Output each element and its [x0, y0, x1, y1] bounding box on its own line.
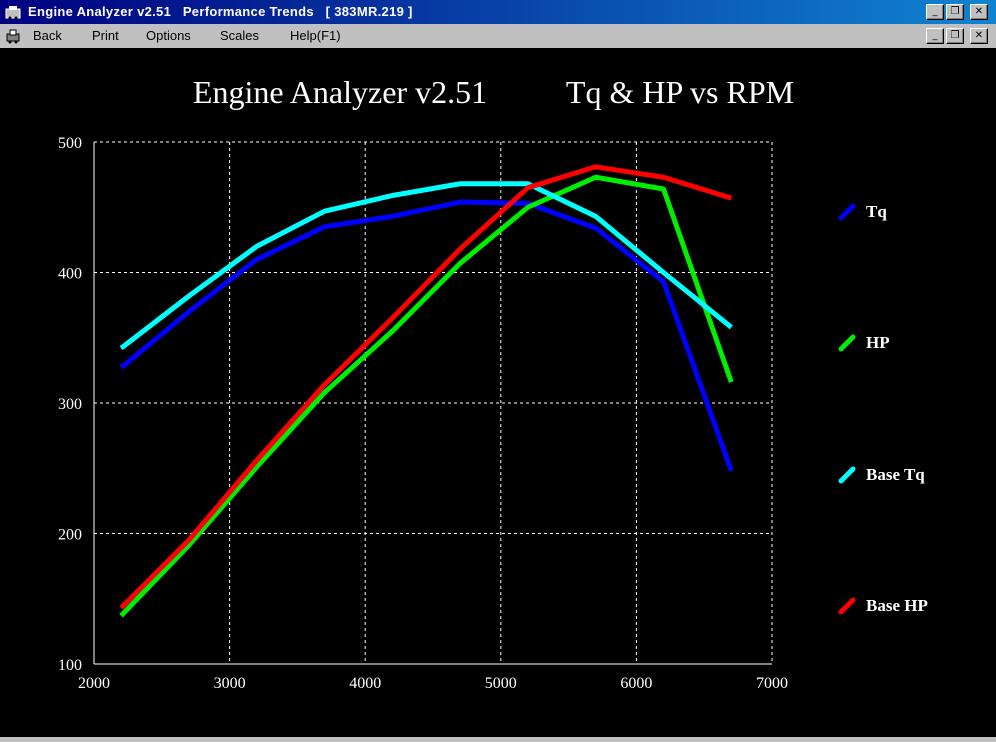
menu-back[interactable]: Back: [33, 28, 62, 43]
x-tick-label: 7000: [756, 675, 788, 692]
close-button[interactable]: ✕: [970, 4, 988, 20]
y-tick-label: 400: [58, 266, 82, 283]
x-tick-label: 2000: [78, 675, 110, 692]
legend-label-base-tq: Base Tq: [866, 465, 925, 484]
legend-swatch-base-hp: [838, 597, 856, 615]
menu-print[interactable]: Print: [92, 28, 119, 43]
x-tick-label: 5000: [485, 675, 517, 692]
restore-button[interactable]: ❐: [946, 4, 964, 20]
x-tick-label: 4000: [349, 675, 381, 692]
menu-help[interactable]: Help(F1): [290, 28, 341, 43]
chart-area: Engine Analyzer v2.51 Tq & HP vs RPM 200…: [0, 48, 996, 737]
series-line-tq: [119, 199, 734, 472]
y-tick-label: 300: [58, 396, 82, 413]
series-line-base-hp: [119, 164, 733, 610]
legend-label-tq: Tq: [866, 202, 887, 221]
legend-swatch-base-tq: [838, 466, 856, 484]
menu-options[interactable]: Options: [146, 28, 191, 43]
series-line-base-tq: [119, 181, 733, 351]
chart-title-left: Engine Analyzer v2.51: [193, 74, 487, 110]
legend-label-base-hp: Base HP: [866, 596, 928, 615]
legend-label-hp: HP: [866, 333, 890, 352]
legend-swatch-hp: [838, 334, 856, 352]
menu-scales[interactable]: Scales: [220, 28, 260, 43]
y-tick-label: 500: [58, 135, 82, 152]
child-close-button[interactable]: ✕: [970, 28, 988, 44]
x-tick-label: 3000: [214, 675, 246, 692]
legend-swatch-tq: [838, 203, 856, 221]
window-title: Engine Analyzer v2.51 Performance Trends…: [28, 4, 413, 19]
y-tick-label: 100: [58, 657, 82, 674]
menu-bar: Back Print Options Scales Help(F1) _ ❐ ✕: [0, 24, 996, 49]
app-icon: [5, 6, 21, 20]
y-tick-label: 200: [58, 527, 82, 544]
back-icon[interactable]: [5, 28, 23, 44]
child-restore-button[interactable]: ❐: [946, 28, 964, 44]
title-bar: Engine Analyzer v2.51 Performance Trends…: [0, 0, 996, 24]
series-line-hp: [119, 174, 734, 618]
performance-chart: Engine Analyzer v2.51 Tq & HP vs RPM 200…: [58, 74, 928, 692]
chart-title-right: Tq & HP vs RPM: [566, 74, 794, 110]
x-tick-label: 6000: [620, 675, 652, 692]
child-minimize-button[interactable]: _: [926, 28, 944, 44]
minimize-button[interactable]: _: [926, 4, 944, 20]
